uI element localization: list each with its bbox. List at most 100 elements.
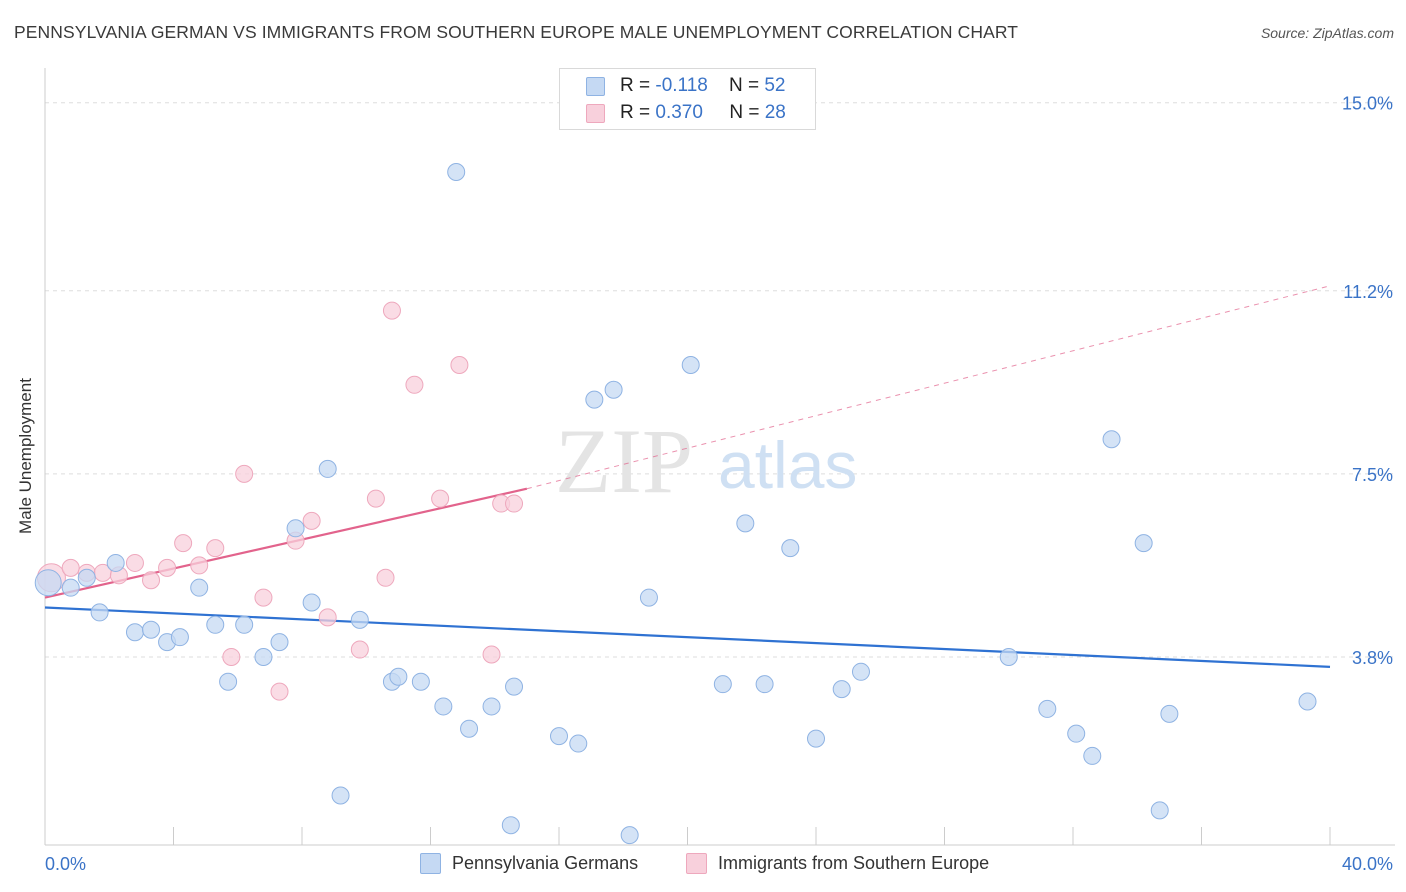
data-point-pennsylvania-germans	[620, 826, 639, 845]
data-points	[34, 163, 1317, 845]
data-point-pennsylvania-germans	[1134, 534, 1153, 553]
trend-line-pennsylvania-germans	[44, 606, 1331, 668]
data-point-pennsylvania-germans	[318, 459, 337, 478]
data-point-immigrants-southern-europe	[125, 553, 144, 572]
data-point-pennsylvania-germans	[142, 620, 161, 639]
data-point-pennsylvania-germans	[501, 816, 520, 835]
chart-title: PENNSYLVANIA GERMAN VS IMMIGRANTS FROM S…	[14, 22, 1019, 42]
grid-lines	[45, 102, 1395, 658]
data-point-pennsylvania-germans	[1160, 704, 1179, 723]
data-point-pennsylvania-germans	[585, 390, 604, 409]
data-point-immigrants-southern-europe	[405, 375, 424, 394]
y-tick-label: 3.8%	[1352, 648, 1393, 668]
data-point-immigrants-southern-europe	[382, 301, 401, 320]
data-point-pennsylvania-germans	[781, 539, 800, 558]
data-point-pennsylvania-germans	[254, 647, 273, 666]
pink-swatch	[586, 103, 605, 123]
data-point-pennsylvania-germans	[1298, 692, 1317, 711]
blue-legend-swatch	[420, 853, 441, 874]
data-point-immigrants-southern-europe	[366, 489, 385, 508]
pink-legend-swatch	[686, 853, 707, 874]
data-point-immigrants-southern-europe	[142, 571, 161, 590]
watermark-zip: ZIP	[555, 410, 693, 512]
data-point-pennsylvania-germans	[1067, 724, 1086, 743]
source-credit: Source: ZipAtlas.com	[1260, 25, 1394, 41]
n-value-blue: 52	[764, 75, 786, 96]
data-point-pennsylvania-germans	[219, 672, 238, 691]
data-point-immigrants-southern-europe	[190, 556, 209, 575]
data-point-pennsylvania-germans	[34, 569, 62, 597]
data-point-pennsylvania-germans	[190, 578, 209, 597]
data-point-immigrants-southern-europe	[505, 494, 524, 513]
data-point-pennsylvania-germans	[206, 615, 225, 634]
data-point-pennsylvania-germans	[434, 697, 453, 716]
y-tick-label: 7.5%	[1352, 465, 1393, 485]
data-point-pennsylvania-germans	[482, 697, 501, 716]
data-point-pennsylvania-germans	[681, 356, 700, 375]
data-point-immigrants-southern-europe	[174, 534, 193, 553]
r-label: R =	[620, 75, 656, 96]
data-point-pennsylvania-germans	[411, 672, 430, 691]
data-point-pennsylvania-germans	[61, 578, 80, 597]
blue-swatch	[586, 76, 605, 96]
data-point-pennsylvania-germans	[1083, 746, 1102, 765]
data-point-pennsylvania-germans	[736, 514, 755, 533]
y-axis-label: Male Unemployment	[16, 378, 35, 534]
data-point-immigrants-southern-europe	[61, 558, 80, 577]
watermark-atlas: atlas	[718, 428, 857, 502]
x-tick-label: 40.0%	[1342, 854, 1393, 874]
legend-label-blue: Pennsylvania Germans	[452, 853, 639, 873]
data-point-pennsylvania-germans	[235, 615, 254, 634]
n-value-pink: 28	[764, 102, 786, 123]
tick-labels: 3.8% 7.5% 11.2% 15.0% 0.0% 40.0%	[45, 94, 1393, 874]
stats-legend: R = -0.118 N = 52 R = 0.370 N = 28	[559, 68, 816, 130]
data-point-pennsylvania-germans	[460, 719, 479, 738]
data-point-pennsylvania-germans	[569, 734, 588, 753]
r-value-blue: -0.118	[655, 75, 708, 96]
data-point-pennsylvania-germans	[286, 519, 305, 538]
data-point-pennsylvania-germans	[1102, 430, 1121, 449]
data-point-pennsylvania-germans	[639, 588, 658, 607]
data-point-immigrants-southern-europe	[450, 356, 469, 375]
data-point-immigrants-southern-europe	[376, 568, 395, 587]
r-label: R =	[620, 102, 656, 123]
legend-label-pink: Immigrants from Southern Europe	[718, 853, 990, 873]
data-point-pennsylvania-germans	[447, 163, 466, 182]
data-point-pennsylvania-germans	[505, 677, 524, 696]
data-point-immigrants-southern-europe	[431, 489, 450, 508]
axes	[44, 68, 1395, 846]
data-point-pennsylvania-germans	[350, 610, 369, 629]
data-point-pennsylvania-germans	[1150, 801, 1169, 820]
data-point-pennsylvania-germans	[170, 628, 189, 647]
data-point-pennsylvania-germans	[807, 729, 825, 748]
data-point-pennsylvania-germans	[331, 786, 350, 805]
data-point-pennsylvania-germans	[604, 380, 623, 399]
data-point-immigrants-southern-europe	[222, 647, 241, 666]
data-point-immigrants-southern-europe	[235, 464, 254, 483]
data-point-pennsylvania-germans	[77, 568, 96, 587]
data-point-pennsylvania-germans	[106, 553, 125, 572]
data-point-immigrants-southern-europe	[206, 539, 225, 558]
data-point-pennsylvania-germans	[713, 675, 732, 694]
data-point-pennsylvania-germans	[270, 633, 289, 652]
r-value-pink: 0.370	[655, 102, 703, 123]
y-tick-label: 11.2%	[1343, 282, 1393, 302]
data-point-immigrants-southern-europe	[158, 558, 177, 577]
n-label: N =	[728, 75, 765, 96]
data-point-pennsylvania-germans	[755, 675, 774, 694]
data-point-pennsylvania-germans	[999, 647, 1018, 666]
data-point-immigrants-southern-europe	[482, 645, 501, 664]
data-point-pennsylvania-germans	[90, 603, 109, 622]
x-tick-label: 0.0%	[45, 854, 86, 874]
data-point-immigrants-southern-europe	[350, 640, 369, 659]
data-point-immigrants-southern-europe	[318, 608, 337, 627]
n-label: N =	[729, 102, 765, 123]
watermark: ZIP atlas	[555, 410, 857, 512]
data-point-immigrants-southern-europe	[254, 588, 273, 607]
data-point-pennsylvania-germans	[125, 623, 144, 642]
y-tick-label: 15.0%	[1342, 94, 1393, 114]
data-point-pennsylvania-germans	[550, 727, 568, 746]
data-point-pennsylvania-germans	[851, 662, 870, 681]
trend-line-extension-immigrants-southern-europe	[526, 285, 1331, 490]
